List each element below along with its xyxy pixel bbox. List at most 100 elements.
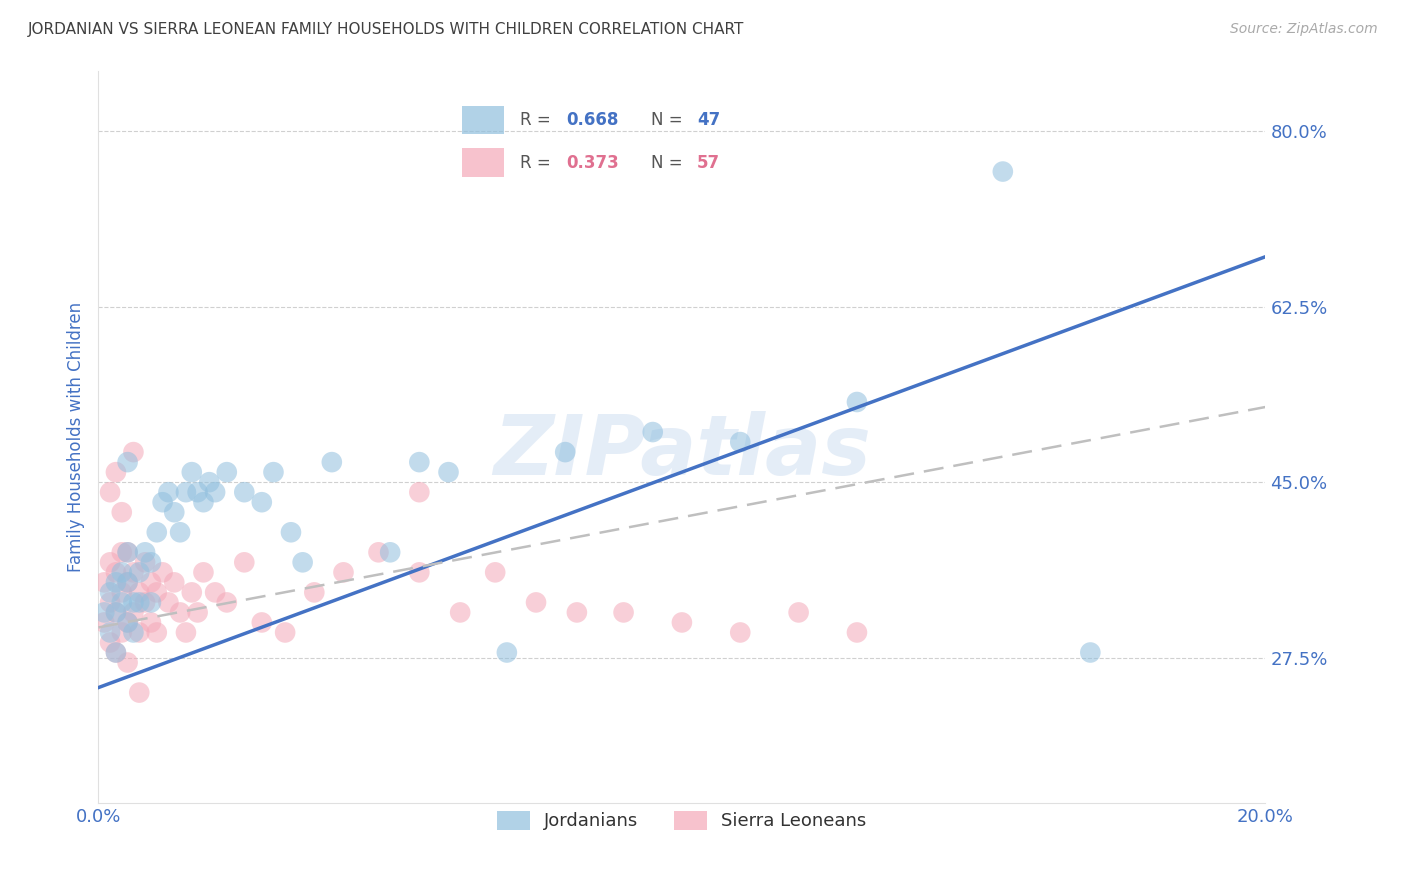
Point bbox=[146, 625, 169, 640]
Point bbox=[111, 595, 134, 609]
Point bbox=[98, 585, 121, 599]
Point bbox=[152, 566, 174, 580]
Point bbox=[111, 585, 134, 599]
Point bbox=[449, 606, 471, 620]
Point bbox=[139, 555, 162, 569]
Point bbox=[169, 606, 191, 620]
Point bbox=[117, 615, 139, 630]
Point bbox=[134, 545, 156, 559]
Point bbox=[128, 685, 150, 699]
Point bbox=[122, 595, 145, 609]
Point bbox=[104, 575, 127, 590]
Point bbox=[846, 625, 869, 640]
Point bbox=[367, 545, 389, 559]
Point bbox=[134, 595, 156, 609]
Legend: Jordanians, Sierra Leoneans: Jordanians, Sierra Leoneans bbox=[489, 804, 875, 838]
Point bbox=[408, 455, 430, 469]
Point bbox=[98, 485, 121, 500]
Point bbox=[104, 606, 127, 620]
Point bbox=[128, 595, 150, 609]
Point bbox=[437, 465, 460, 479]
Point bbox=[204, 485, 226, 500]
Point bbox=[233, 485, 256, 500]
Point bbox=[180, 465, 202, 479]
Point bbox=[193, 495, 215, 509]
Point bbox=[174, 485, 197, 500]
Point bbox=[991, 164, 1014, 178]
Point bbox=[163, 575, 186, 590]
Point bbox=[554, 445, 576, 459]
Point bbox=[104, 646, 127, 660]
Point bbox=[180, 585, 202, 599]
Point bbox=[215, 595, 238, 609]
Point bbox=[274, 625, 297, 640]
Point bbox=[93, 615, 115, 630]
Point bbox=[111, 545, 134, 559]
Point bbox=[139, 575, 162, 590]
Point bbox=[163, 505, 186, 519]
Point bbox=[128, 625, 150, 640]
Point bbox=[98, 625, 121, 640]
Point bbox=[128, 566, 150, 580]
Point bbox=[321, 455, 343, 469]
Point bbox=[157, 595, 180, 609]
Point bbox=[139, 595, 162, 609]
Point bbox=[93, 606, 115, 620]
Point bbox=[117, 455, 139, 469]
Point bbox=[304, 585, 326, 599]
Point bbox=[111, 505, 134, 519]
Point bbox=[250, 495, 273, 509]
Point bbox=[93, 575, 115, 590]
Point bbox=[98, 555, 121, 569]
Point bbox=[198, 475, 221, 490]
Y-axis label: Family Households with Children: Family Households with Children bbox=[66, 302, 84, 572]
Point bbox=[215, 465, 238, 479]
Text: ZIPatlas: ZIPatlas bbox=[494, 411, 870, 492]
Point bbox=[408, 566, 430, 580]
Point bbox=[146, 525, 169, 540]
Point bbox=[122, 566, 145, 580]
Point bbox=[641, 425, 664, 439]
Point bbox=[174, 625, 197, 640]
Point bbox=[524, 595, 547, 609]
Point bbox=[104, 566, 127, 580]
Point bbox=[111, 625, 134, 640]
Point bbox=[98, 635, 121, 649]
Point bbox=[846, 395, 869, 409]
Point bbox=[104, 606, 127, 620]
Point bbox=[117, 545, 139, 559]
Point bbox=[250, 615, 273, 630]
Point bbox=[111, 566, 134, 580]
Point bbox=[134, 555, 156, 569]
Point bbox=[730, 625, 752, 640]
Point bbox=[122, 606, 145, 620]
Point bbox=[332, 566, 354, 580]
Point bbox=[152, 495, 174, 509]
Point bbox=[122, 445, 145, 459]
Point bbox=[139, 615, 162, 630]
Point bbox=[193, 566, 215, 580]
Point bbox=[117, 545, 139, 559]
Point bbox=[117, 656, 139, 670]
Point bbox=[280, 525, 302, 540]
Point bbox=[122, 625, 145, 640]
Point bbox=[484, 566, 506, 580]
Point bbox=[408, 485, 430, 500]
Text: JORDANIAN VS SIERRA LEONEAN FAMILY HOUSEHOLDS WITH CHILDREN CORRELATION CHART: JORDANIAN VS SIERRA LEONEAN FAMILY HOUSE… bbox=[28, 22, 745, 37]
Point bbox=[169, 525, 191, 540]
Point bbox=[187, 606, 209, 620]
Point bbox=[117, 575, 139, 590]
Point bbox=[787, 606, 810, 620]
Point bbox=[1080, 646, 1102, 660]
Point bbox=[565, 606, 588, 620]
Point bbox=[104, 646, 127, 660]
Point bbox=[671, 615, 693, 630]
Point bbox=[98, 595, 121, 609]
Point bbox=[233, 555, 256, 569]
Point bbox=[128, 585, 150, 599]
Point bbox=[104, 465, 127, 479]
Point bbox=[380, 545, 402, 559]
Point bbox=[146, 585, 169, 599]
Point bbox=[730, 435, 752, 450]
Point bbox=[204, 585, 226, 599]
